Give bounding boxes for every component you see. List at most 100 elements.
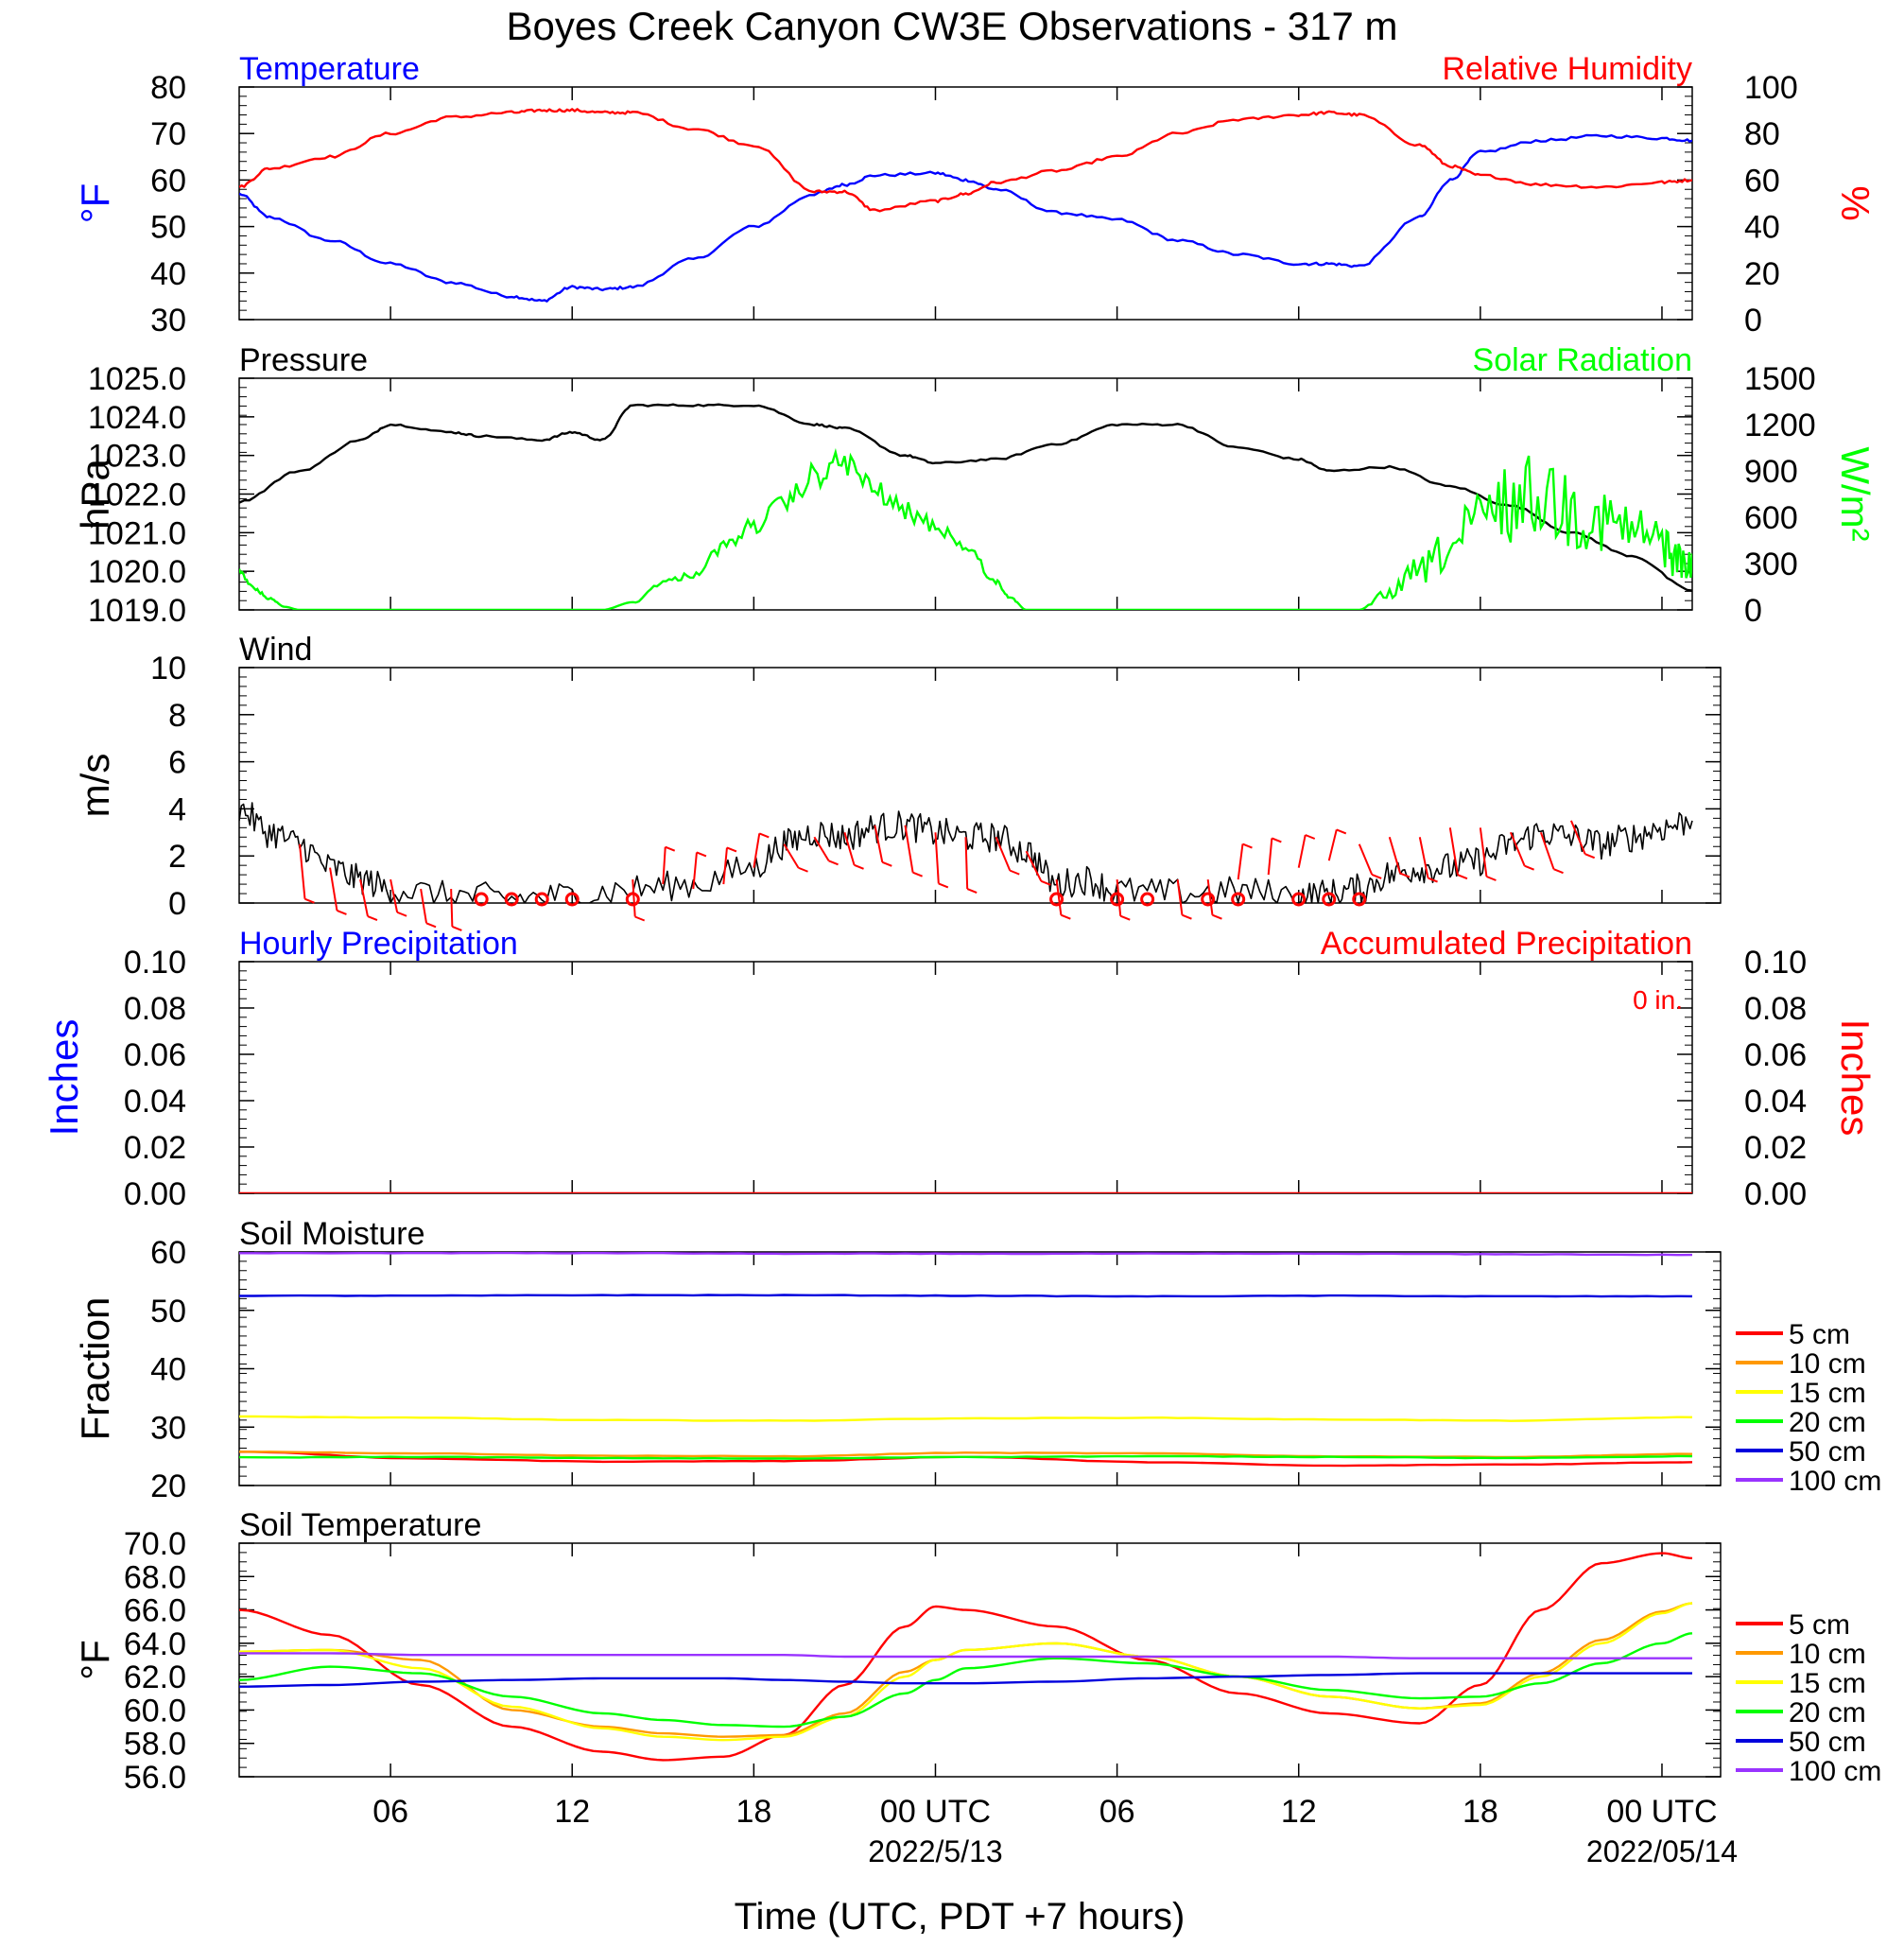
- wind-barb-flag: [1305, 834, 1316, 840]
- y-tick-label-left: 0.10: [124, 945, 186, 981]
- wind-barb: [450, 889, 454, 927]
- y-axis-title-left: °F: [73, 1640, 117, 1679]
- x-tick-date-label: 2022/05/14: [1586, 1834, 1738, 1868]
- wind-barb: [1055, 878, 1063, 915]
- figure-title: Boyes Creek Canyon CW3E Observations - 3…: [506, 4, 1397, 48]
- wind-barb-flag: [1242, 843, 1253, 849]
- panel-frame: [238, 86, 1693, 321]
- wind-barb-flag: [337, 910, 347, 915]
- y-tick-label-left: 0: [168, 886, 186, 922]
- wind-barb-flag: [1212, 913, 1222, 920]
- wind-barb-flag: [451, 925, 462, 931]
- series-line-50-cm: [239, 1294, 1693, 1298]
- y-tick-label-left: 68.0: [124, 1559, 186, 1595]
- series-line-relative-humidity: [239, 108, 1692, 213]
- y-tick-label-left: 6: [168, 745, 186, 781]
- legend-label: 10 cm: [1789, 1639, 1866, 1670]
- plot-area: [239, 1552, 1693, 1762]
- calm-wind-marker: [1110, 892, 1125, 907]
- wind-barb-flag: [1584, 853, 1596, 860]
- series-line-100-cm: [239, 1252, 1693, 1257]
- wind-barb: [1025, 850, 1043, 882]
- panel-title-right: Accumulated Precipitation: [1321, 926, 1692, 962]
- y-tick-label-left: 50: [150, 210, 186, 246]
- wind-barb-flag: [798, 866, 808, 873]
- panel-title-right: Solar Radiation: [1473, 342, 1692, 378]
- plot-area: [239, 1252, 1693, 1468]
- wind-barb-flag: [1486, 876, 1497, 881]
- y-tick-label-right: 300: [1744, 547, 1798, 582]
- calm-wind-marker: [1049, 892, 1065, 907]
- x-tick-label: 18: [1463, 1794, 1498, 1830]
- y-tick-label-left: 70.0: [124, 1526, 186, 1562]
- y-axis-title-left: Fraction: [73, 1297, 117, 1441]
- y-tick-label-right: 0: [1744, 593, 1762, 629]
- calm-wind-marker: [504, 892, 519, 907]
- y-tick-label-right: 100: [1744, 70, 1798, 106]
- wind-barb: [1327, 829, 1338, 861]
- legend-label: 100 cm: [1789, 1756, 1881, 1787]
- wind-barb: [1297, 834, 1307, 868]
- wind-barb: [1358, 843, 1374, 876]
- y-tick-label-right: 0.08: [1744, 991, 1807, 1027]
- wind-barb: [1116, 879, 1122, 916]
- wind-barb: [1206, 878, 1214, 915]
- legend-label: 100 cm: [1789, 1466, 1881, 1497]
- y-tick-label-right: 900: [1744, 454, 1798, 490]
- wind-barb: [1418, 837, 1429, 878]
- y-tick-label-left: 30: [150, 1410, 186, 1446]
- wind-barb-flag: [1553, 868, 1564, 875]
- y-tick-label-left: 2: [168, 839, 186, 875]
- wind-barb-flag: [758, 832, 770, 839]
- y-tick-label-left: 60.0: [124, 1693, 186, 1729]
- wind-barb-flag: [425, 922, 437, 929]
- legend-label: 15 cm: [1789, 1668, 1866, 1699]
- y-axis-title-left: hPa: [73, 458, 117, 529]
- calm-wind-marker: [474, 892, 489, 907]
- series-line-20-cm: [239, 1454, 1693, 1460]
- y-tick-label-right: 600: [1744, 500, 1798, 536]
- wind-barb-flag: [854, 863, 864, 870]
- plot-area: [239, 403, 1692, 610]
- y-axis-title-right: Inches: [1833, 1019, 1878, 1137]
- y-tick-label-left: 20: [150, 1468, 186, 1504]
- x-tick-date-label: 2022/5/13: [868, 1834, 1002, 1868]
- wind-barb: [299, 843, 306, 899]
- series-line-wind-speed: [239, 802, 1693, 903]
- y-tick-label-right: 0.06: [1744, 1037, 1807, 1073]
- y-tick-label-left: 0.02: [124, 1130, 186, 1166]
- wind-barb: [1237, 843, 1244, 880]
- panel-soil_temp: 56.058.060.062.064.066.068.070.0 Soil Tem…: [73, 1507, 1722, 1796]
- wind-barb-flag: [634, 915, 646, 922]
- wind-barb: [783, 843, 800, 869]
- y-tick-label-left: 10: [150, 651, 186, 686]
- legend-label: 5 cm: [1789, 1319, 1850, 1350]
- y-tick-label-left: 1024.0: [88, 400, 186, 436]
- wind-barb: [1569, 820, 1586, 855]
- y-tick-label-left: 1025.0: [88, 361, 186, 397]
- y-axis-title-right: %: [1833, 185, 1878, 220]
- legend-label: 10 cm: [1789, 1348, 1866, 1380]
- x-tick-label: 18: [736, 1794, 771, 1830]
- y-tick-label-left: 58.0: [124, 1727, 186, 1763]
- y-tick-label-left: 50: [150, 1294, 186, 1329]
- y-tick-label-right: 80: [1744, 116, 1780, 152]
- panel-wind: 0 2 4 6 8 10 Wind m/s: [73, 632, 1722, 931]
- y-axis-title-left: °F: [73, 183, 117, 223]
- panel-frame: [238, 667, 1722, 904]
- precip-total-annotation: 0 in.: [1633, 985, 1683, 1015]
- wind-barb: [813, 836, 830, 861]
- panel-title-left: Soil Temperature: [239, 1507, 481, 1543]
- panel-soil_moisture: 20 30 40 50 60 Soil Moisture Fraction: [73, 1216, 1722, 1504]
- wind-barb: [1479, 827, 1488, 877]
- wind-barb: [1509, 831, 1526, 867]
- wind-barb-flag: [304, 897, 315, 904]
- y-axis-title-right: W/m²: [1833, 446, 1878, 541]
- y-tick-label-right: 0.10: [1744, 945, 1807, 981]
- y-tick-label-left: 1022.0: [88, 478, 186, 513]
- y-tick-label-right: 1200: [1744, 408, 1816, 443]
- calm-wind-marker: [625, 892, 640, 907]
